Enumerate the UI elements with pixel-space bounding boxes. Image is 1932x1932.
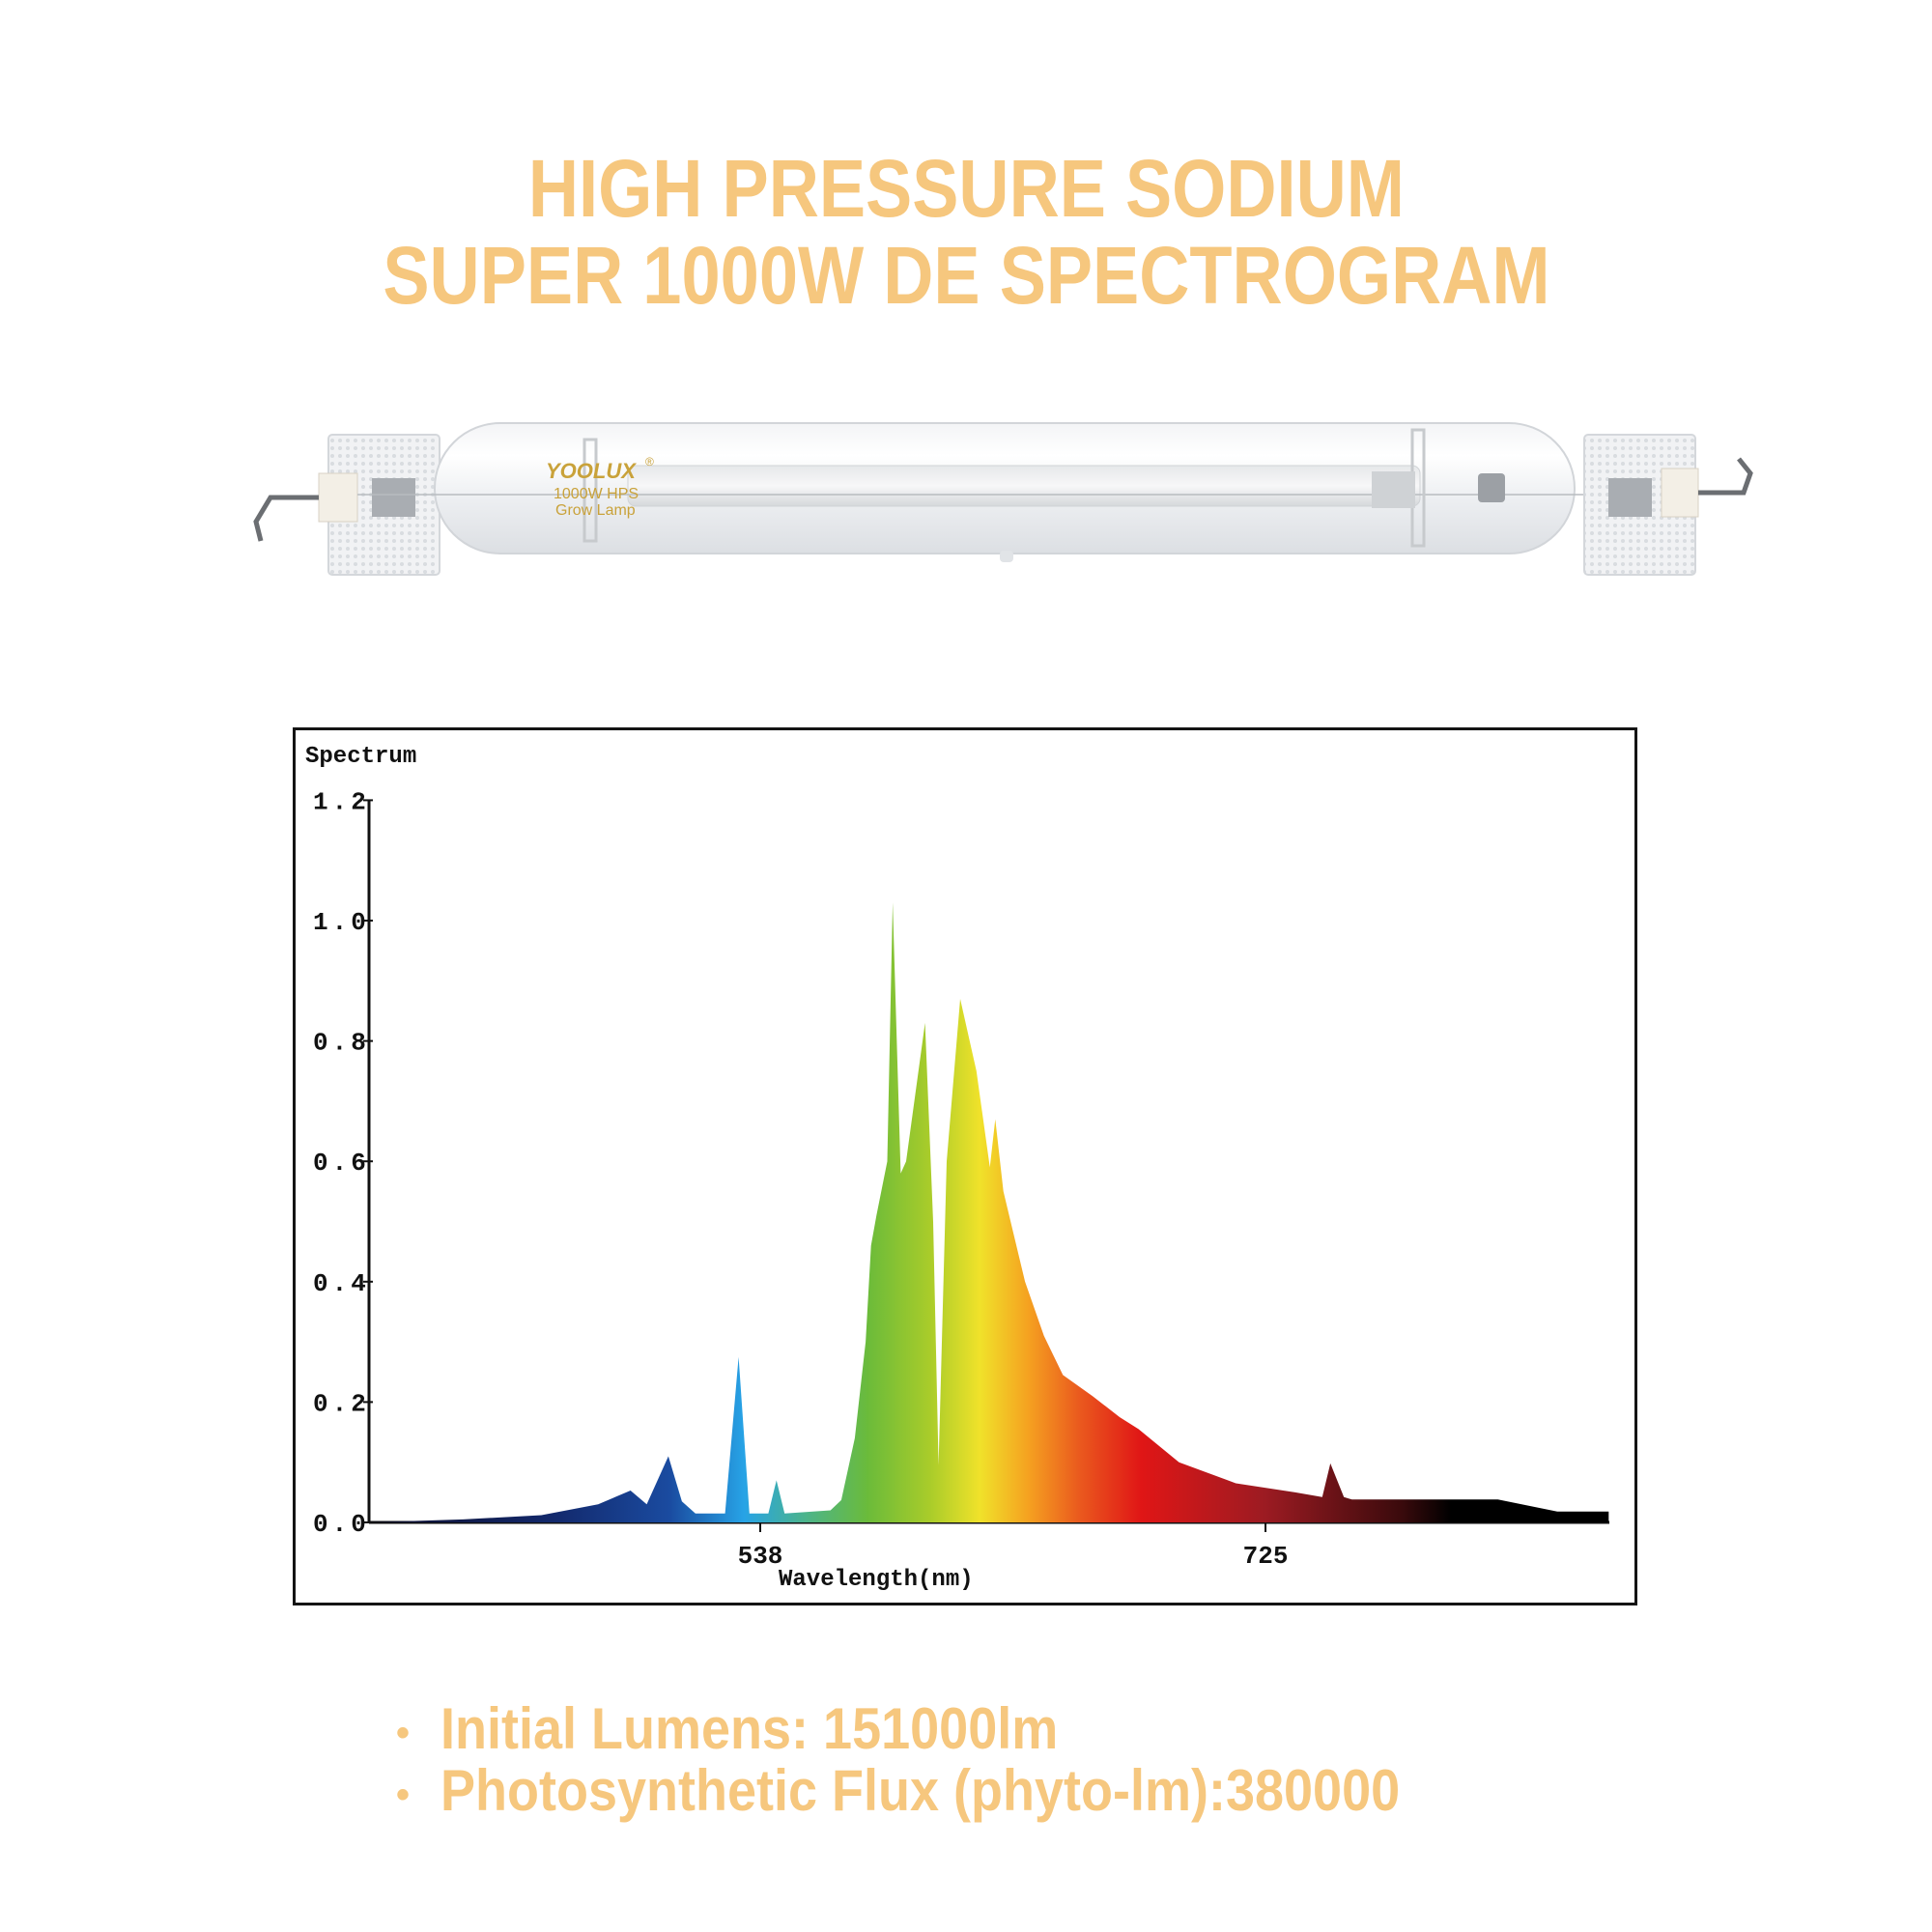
y-tick-label: 0.4 (313, 1269, 370, 1298)
y-tick-label: 0.8 (313, 1029, 370, 1058)
spec-photosynthetic-flux: • Photosynthetic Flux (phyto-lm):380000 (396, 1760, 1507, 1826)
registered-mark: ® (645, 455, 654, 469)
y-tick-label: 0.6 (313, 1149, 370, 1178)
x-axis-label: Wavelength(nm) (779, 1567, 974, 1593)
x-tick-label: 538 (738, 1542, 783, 1571)
spec-text: Initial Lumens: 151000lm (440, 1696, 1059, 1761)
y-tick-label: 0.2 (313, 1389, 370, 1418)
spec-initial-lumens: • Initial Lumens: 151000lm (396, 1698, 1126, 1764)
right-socket (1583, 434, 1753, 576)
arc-tube (627, 465, 1421, 507)
spectrum-area (368, 902, 1609, 1522)
page-title-line-2: SUPER 1000W DE SPECTROGRAM (0, 232, 1932, 319)
y-tick-label: 0.0 (313, 1510, 370, 1539)
y-tick-label: 1.2 (313, 787, 370, 816)
lamp-label-type: Grow Lamp (555, 502, 636, 519)
hps-lamp-image: YOOLUX ® 1000W HPS Grow Lamp (253, 422, 1753, 576)
brand-logo: YOOLUX (546, 459, 637, 483)
left-socket (253, 434, 440, 576)
bullet-icon: • (396, 1712, 411, 1755)
x-axis: 538 725 (369, 1520, 1609, 1571)
y-axis: 0.0 0.2 0.4 0.6 0.8 1.0 1.2 (313, 787, 373, 1539)
spectrum-chart: Spectrum 0.0 0.2 0.4 0.6 0.8 1.0 1.2 538 725 Wa… (293, 727, 1637, 1605)
title-text-1: HIGH PRESSURE SODIUM (527, 143, 1405, 234)
title-text-2: SUPER 1000W DE SPECTROGRAM (382, 230, 1550, 321)
y-tick-label: 1.0 (313, 908, 370, 937)
lamp-label-wattage: 1000W HPS (554, 486, 639, 502)
x-tick-label: 725 (1243, 1542, 1289, 1571)
bullet-icon: • (396, 1774, 411, 1817)
chart-title: Spectrum (305, 744, 416, 770)
page-title-line-1: HIGH PRESSURE SODIUM (0, 145, 1932, 232)
spectrum-plot: Spectrum 0.0 0.2 0.4 0.6 0.8 1.0 1.2 538 725 Wa… (305, 744, 1609, 1593)
spec-text: Photosynthetic Flux (phyto-lm):380000 (440, 1758, 1401, 1823)
